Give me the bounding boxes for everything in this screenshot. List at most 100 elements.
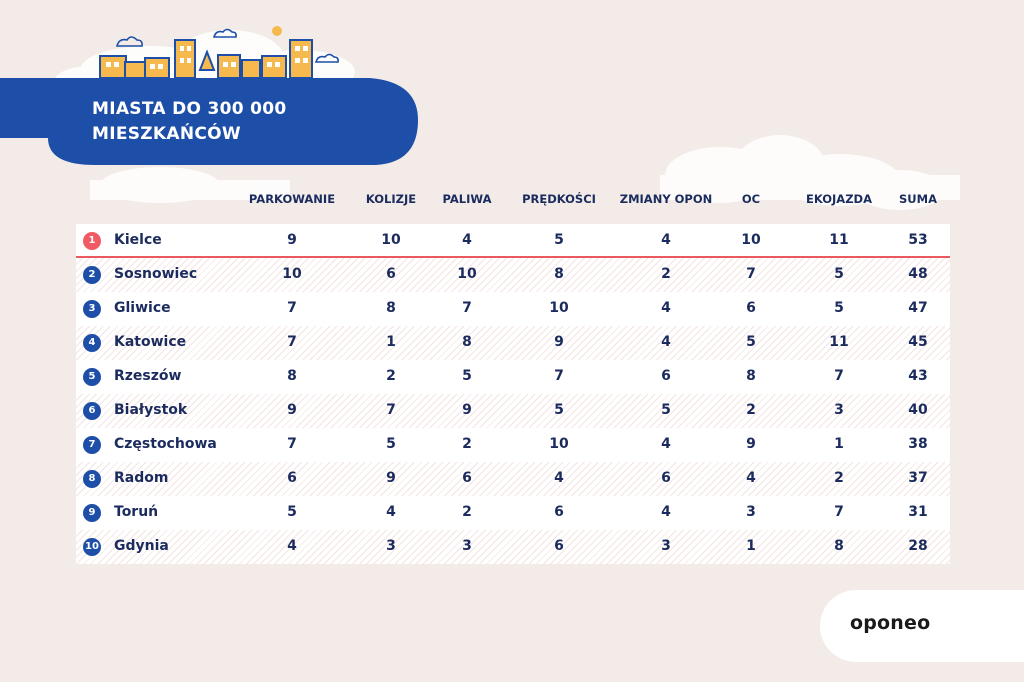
sun-icon [272,26,282,36]
table-cell: 3 [386,538,396,554]
table-cell: 10 [549,300,569,316]
table-cell: 8 [462,334,472,350]
table-cell: 9 [462,402,472,418]
table-cell: 6 [746,300,756,316]
table-cell: 10 [381,232,401,248]
table-cell: 5 [462,368,472,384]
table-cell: 4 [287,538,297,554]
table-cell: 3 [462,538,472,554]
table-row: 8 Radom 6 9 6 4 6 4 2 37 [76,462,950,496]
city-name: Białystok [114,402,188,418]
rank-badge: 10 [83,538,101,556]
table-cell: 37 [908,470,928,486]
table-cell: 10 [741,232,761,248]
title-line-2: MIESZKAŃCÓW [92,124,241,144]
rank-badge: 3 [83,300,101,318]
table-cell: 5 [386,436,396,452]
table-row: 9 Toruń 5 4 2 6 4 3 7 31 [76,496,950,530]
rank-badge: 6 [83,402,101,420]
table-cell: 7 [287,436,297,452]
table-cell: 5 [287,504,297,520]
cloud-decoration [90,135,960,210]
table-cell: 10 [282,266,302,282]
rank-badge: 8 [83,470,101,488]
rank-badge: 1 [83,232,101,250]
table-cell: 9 [287,402,297,418]
table-cell: 3 [661,538,671,554]
table-cell: 8 [746,368,756,384]
cloud-icon [115,36,143,47]
column-header: PRĘDKOŚCI [522,192,596,206]
table-cell: 6 [462,470,472,486]
table-cell: 48 [908,266,928,282]
table-cell: 8 [287,368,297,384]
table-cell: 7 [554,368,564,384]
table-cell: 9 [386,470,396,486]
table-cell: 2 [746,402,756,418]
page-title: MIASTA DO 300 000 MIESZKAŃCÓW [92,97,286,147]
table-cell: 9 [554,334,564,350]
table-cell: 8 [554,266,564,282]
city-name: Radom [114,470,169,486]
table-cell: 4 [661,300,671,316]
city-name: Gdynia [114,538,169,554]
table-cell: 38 [908,436,928,452]
table-row: 5 Rzeszów 8 2 5 7 6 8 7 43 [76,360,950,394]
column-header: PARKOWANIE [248,192,336,206]
table-cell: 2 [462,504,472,520]
table-cell: 5 [746,334,756,350]
logo-container [820,590,1024,662]
oponeo-logo: oponeo [850,612,931,634]
table-cell: 6 [554,504,564,520]
table-cell: 4 [386,504,396,520]
table-cell: 5 [554,402,564,418]
table-cell: 4 [661,232,671,248]
table-cell: 4 [462,232,472,248]
table-cell: 9 [287,232,297,248]
column-header: OC [741,192,761,206]
table-row: 6 Białystok 9 7 9 5 5 2 3 40 [76,394,950,428]
table-row: 7 Częstochowa 7 5 2 10 4 9 1 38 [76,428,950,462]
table-cell: 7 [462,300,472,316]
table-row: 4 Katowice 7 1 8 9 4 5 11 45 [76,326,950,360]
table-cell: 5 [661,402,671,418]
column-header: EKOJAZDA [806,192,872,206]
table-cell: 6 [661,470,671,486]
city-name: Gliwice [114,300,171,316]
rank-badge: 7 [83,436,101,454]
table-cell: 11 [829,334,849,350]
rank-badge: 2 [83,266,101,284]
table-cell: 6 [661,368,671,384]
table-cell: 4 [661,436,671,452]
table-cell: 7 [287,300,297,316]
city-name: Toruń [114,504,159,520]
cloud-icon [314,53,339,63]
table-cell: 2 [661,266,671,282]
table-cell: 7 [287,334,297,350]
table-cell: 31 [908,504,928,520]
table-cell: 4 [661,504,671,520]
table-cell: 43 [908,368,928,384]
table-cell: 1 [386,334,396,350]
table-row: 1 Kielce 9 10 4 5 4 10 11 53 [76,224,950,258]
table-cell: 5 [554,232,564,248]
table-cell: 3 [746,504,756,520]
cloud-icon [212,28,237,38]
title-banner [0,78,418,165]
table-cell: 7 [834,368,844,384]
table-cell: 47 [908,300,928,316]
table-cell: 53 [908,232,928,248]
rank-badge: 5 [83,368,101,386]
table-cell: 6 [287,470,297,486]
table-cell: 9 [746,436,756,452]
table-cell: 5 [834,266,844,282]
table-cell: 8 [834,538,844,554]
table-cell: 5 [834,300,844,316]
table-cell: 4 [746,470,756,486]
table-cell: 4 [661,334,671,350]
table-cell: 7 [834,504,844,520]
table-cell: 2 [834,470,844,486]
table-cell: 8 [386,300,396,316]
column-header: SUMA [899,192,937,206]
